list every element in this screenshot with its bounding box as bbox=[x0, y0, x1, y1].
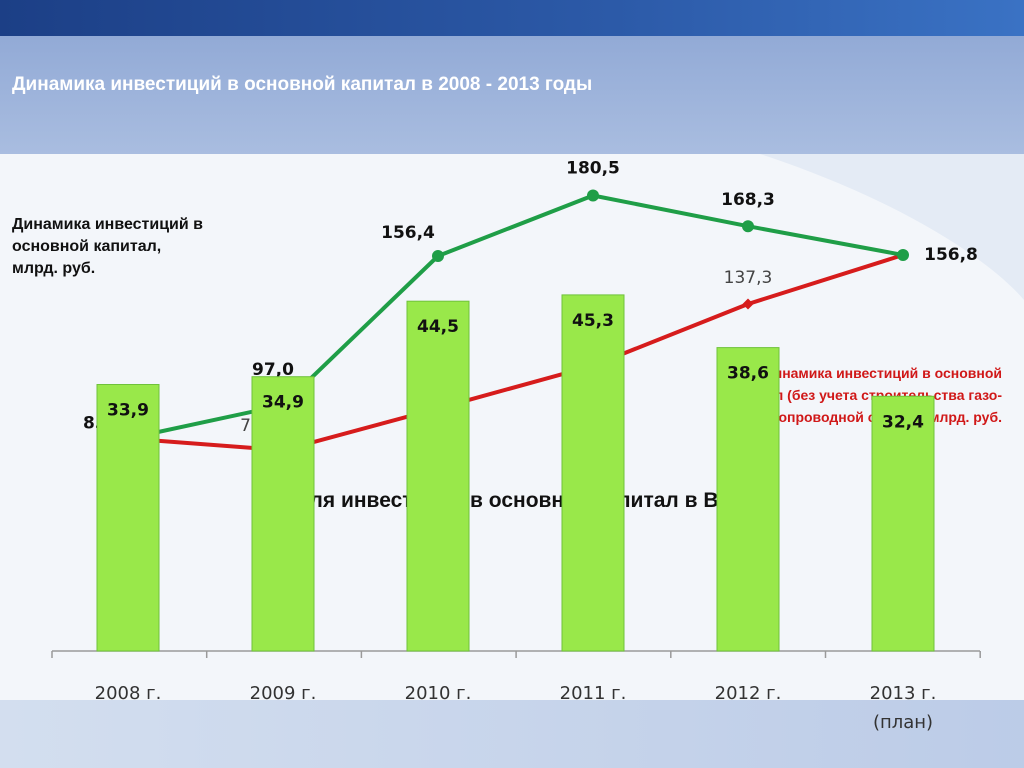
green-series-legend: Динамика инвестиций в основной капитал, … bbox=[12, 214, 272, 280]
green-series-point bbox=[742, 220, 754, 233]
bar-value-label: 34,9 bbox=[262, 393, 304, 413]
bar-value-label: 33,9 bbox=[107, 401, 149, 421]
green-legend-line-2: основной капитал, bbox=[12, 238, 162, 255]
category-tick-label: 2008 г. bbox=[95, 683, 162, 704]
bar-chart-title: Доля инвестиций в основной капитал в ВРП… bbox=[282, 489, 778, 512]
red-series-data-label: 137,3 bbox=[724, 268, 773, 288]
category-tick-label: 2009 г. bbox=[250, 683, 317, 704]
page-title: Динамика инвестиций в основной капитал в… bbox=[12, 74, 593, 95]
bar-value-label: 32,4 bbox=[882, 412, 924, 432]
green-series-data-label: 168,3 bbox=[721, 190, 775, 210]
green-series-line bbox=[127, 193, 904, 441]
bar-value-label: 45,3 bbox=[572, 311, 614, 331]
green-series-data-label: 156,4 bbox=[381, 223, 435, 243]
green-legend-line-3: млрд. руб. bbox=[12, 260, 96, 277]
red-series-legend: Динамика инвестиций в основной капитал (… bbox=[642, 362, 1002, 428]
green-series-data-label: 156,8 bbox=[924, 245, 978, 265]
red-legend-line-3: и трубопроводной систем), млрд. руб. bbox=[734, 409, 1002, 425]
red-legend-line-1: Динамика инвестиций в основной bbox=[763, 365, 1002, 381]
green-legend-line-1: Динамика инвестиций в bbox=[12, 216, 203, 233]
right-decor-swoosh bbox=[760, 154, 1024, 300]
bar bbox=[96, 384, 160, 652]
top-decor-band bbox=[0, 0, 1024, 40]
green-series-point bbox=[897, 249, 909, 261]
category-tick-label: 2013 г. bbox=[870, 683, 937, 704]
bar bbox=[871, 395, 935, 652]
bottom-decor-band bbox=[0, 700, 1024, 768]
category-tick-label: (план) bbox=[873, 712, 933, 733]
bar bbox=[561, 294, 625, 652]
bar bbox=[406, 300, 470, 652]
category-tick-label: 2011 г. bbox=[560, 683, 627, 704]
category-tick-label: 2010 г. bbox=[405, 683, 472, 704]
bar bbox=[716, 347, 780, 652]
green-series-data-label: 97,0 bbox=[252, 360, 294, 380]
green-series-point bbox=[432, 250, 444, 262]
green-series-data-label: 180,5 bbox=[566, 159, 620, 179]
bar-value-label: 44,5 bbox=[417, 317, 459, 337]
red-series-point bbox=[742, 298, 754, 310]
header-band bbox=[0, 36, 1024, 154]
bar-value-label: 38,6 bbox=[727, 364, 769, 384]
green-series-point bbox=[587, 189, 599, 202]
category-tick-label: 2012 г. bbox=[715, 683, 782, 704]
bar bbox=[251, 376, 315, 652]
